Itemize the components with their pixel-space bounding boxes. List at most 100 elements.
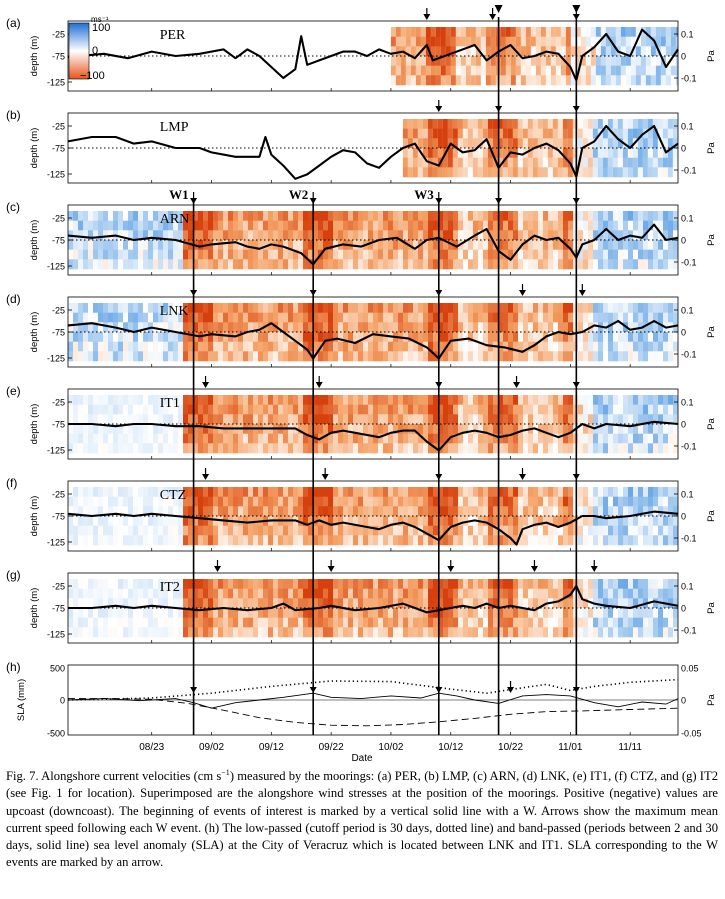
heat-cell [258, 341, 263, 352]
heat-cell [598, 259, 603, 270]
heat-cell [73, 259, 78, 270]
heat-cell [407, 138, 413, 149]
heat-cell [568, 414, 573, 425]
heat-cell [453, 322, 458, 333]
heat-cell [298, 496, 303, 507]
heat-cell [348, 525, 353, 536]
heat-cell [68, 424, 73, 434]
heat-cell [483, 332, 488, 342]
heat-cell [348, 424, 353, 434]
heat-cell [273, 351, 278, 362]
heat-cell [473, 588, 478, 599]
heat-cell [525, 65, 531, 76]
heat-cell [383, 395, 388, 405]
heat-cell [163, 443, 168, 454]
heat-cell [618, 588, 623, 599]
heat-cell [483, 579, 488, 589]
heat-cell [518, 322, 523, 333]
heat-cell [668, 230, 673, 241]
heat-cell [273, 433, 278, 444]
heat-cell [123, 516, 128, 526]
heat-cell [402, 128, 408, 139]
heat-cell [288, 220, 293, 231]
heat-cell [293, 249, 298, 260]
heat-cell [668, 332, 673, 342]
heat-cell [552, 167, 558, 178]
heat-cell [535, 75, 541, 86]
heat-cell [482, 119, 488, 129]
heat-cell [600, 65, 606, 76]
heat-cell [133, 535, 138, 546]
heat-cell [508, 496, 513, 507]
heat-cell [108, 487, 113, 497]
heat-cell [643, 259, 648, 270]
heat-cell [283, 332, 288, 342]
heat-cell [408, 443, 413, 454]
heat-cell [573, 588, 578, 599]
heat-cell [648, 433, 653, 444]
heat-cell [223, 303, 228, 313]
heat-cell [598, 351, 603, 362]
heat-cell [308, 395, 313, 405]
heat-cell [667, 148, 673, 158]
heat-cell [570, 75, 576, 86]
heat-cell [403, 516, 408, 526]
heat-cell [143, 608, 148, 618]
heat-cell [83, 414, 88, 425]
heat-cell [633, 433, 638, 444]
heat-cell [658, 351, 663, 362]
heat-cell [83, 535, 88, 546]
heat-cell [238, 579, 243, 589]
heat-cell [73, 414, 78, 425]
heat-cell [533, 487, 538, 497]
heat-cell [558, 433, 563, 444]
heat-cell [413, 259, 418, 270]
heat-cell [118, 404, 123, 415]
heat-cell [657, 128, 663, 139]
heat-cell [253, 404, 258, 415]
heat-cell [423, 579, 428, 589]
heat-cell [173, 312, 178, 323]
heat-cell [323, 506, 328, 517]
heat-cell [138, 424, 143, 434]
heat-cell [623, 404, 628, 415]
heat-cell [457, 157, 463, 168]
sla-lowpass-line [67, 678, 679, 701]
heat-cell [483, 516, 488, 526]
heat-cell [313, 395, 318, 405]
heat-cell [223, 433, 228, 444]
heat-cell [542, 119, 548, 129]
heat-cell [148, 525, 153, 536]
heat-cell [628, 627, 633, 638]
heat-cell [533, 332, 538, 342]
heat-cell [543, 341, 548, 352]
heat-cell [458, 404, 463, 415]
heat-cell [567, 148, 573, 158]
heat-cell [575, 75, 581, 86]
heat-cell [113, 351, 118, 362]
heat-cell [108, 617, 113, 628]
depth-tick-label: -75 [52, 420, 65, 430]
heat-cell [523, 525, 528, 536]
heat-cell [353, 395, 358, 405]
heat-cell [298, 506, 303, 517]
heat-cell [233, 404, 238, 415]
heat-cell [208, 351, 213, 362]
heat-cell [103, 240, 108, 250]
heat-cell [283, 535, 288, 546]
heat-cell [523, 617, 528, 628]
heat-cell [498, 312, 503, 323]
heat-cell [373, 414, 378, 425]
heat-cell [400, 36, 406, 47]
heat-cell [123, 230, 128, 241]
heat-cell [343, 404, 348, 415]
heat-cell [373, 312, 378, 323]
heat-cell [178, 249, 183, 260]
heat-cell [333, 424, 338, 434]
panel-letter: (f) [6, 476, 17, 490]
heat-cell [478, 535, 483, 546]
heat-cell [228, 496, 233, 507]
heat-cell [148, 424, 153, 434]
heat-cell [445, 46, 451, 57]
heat-cell [373, 249, 378, 260]
